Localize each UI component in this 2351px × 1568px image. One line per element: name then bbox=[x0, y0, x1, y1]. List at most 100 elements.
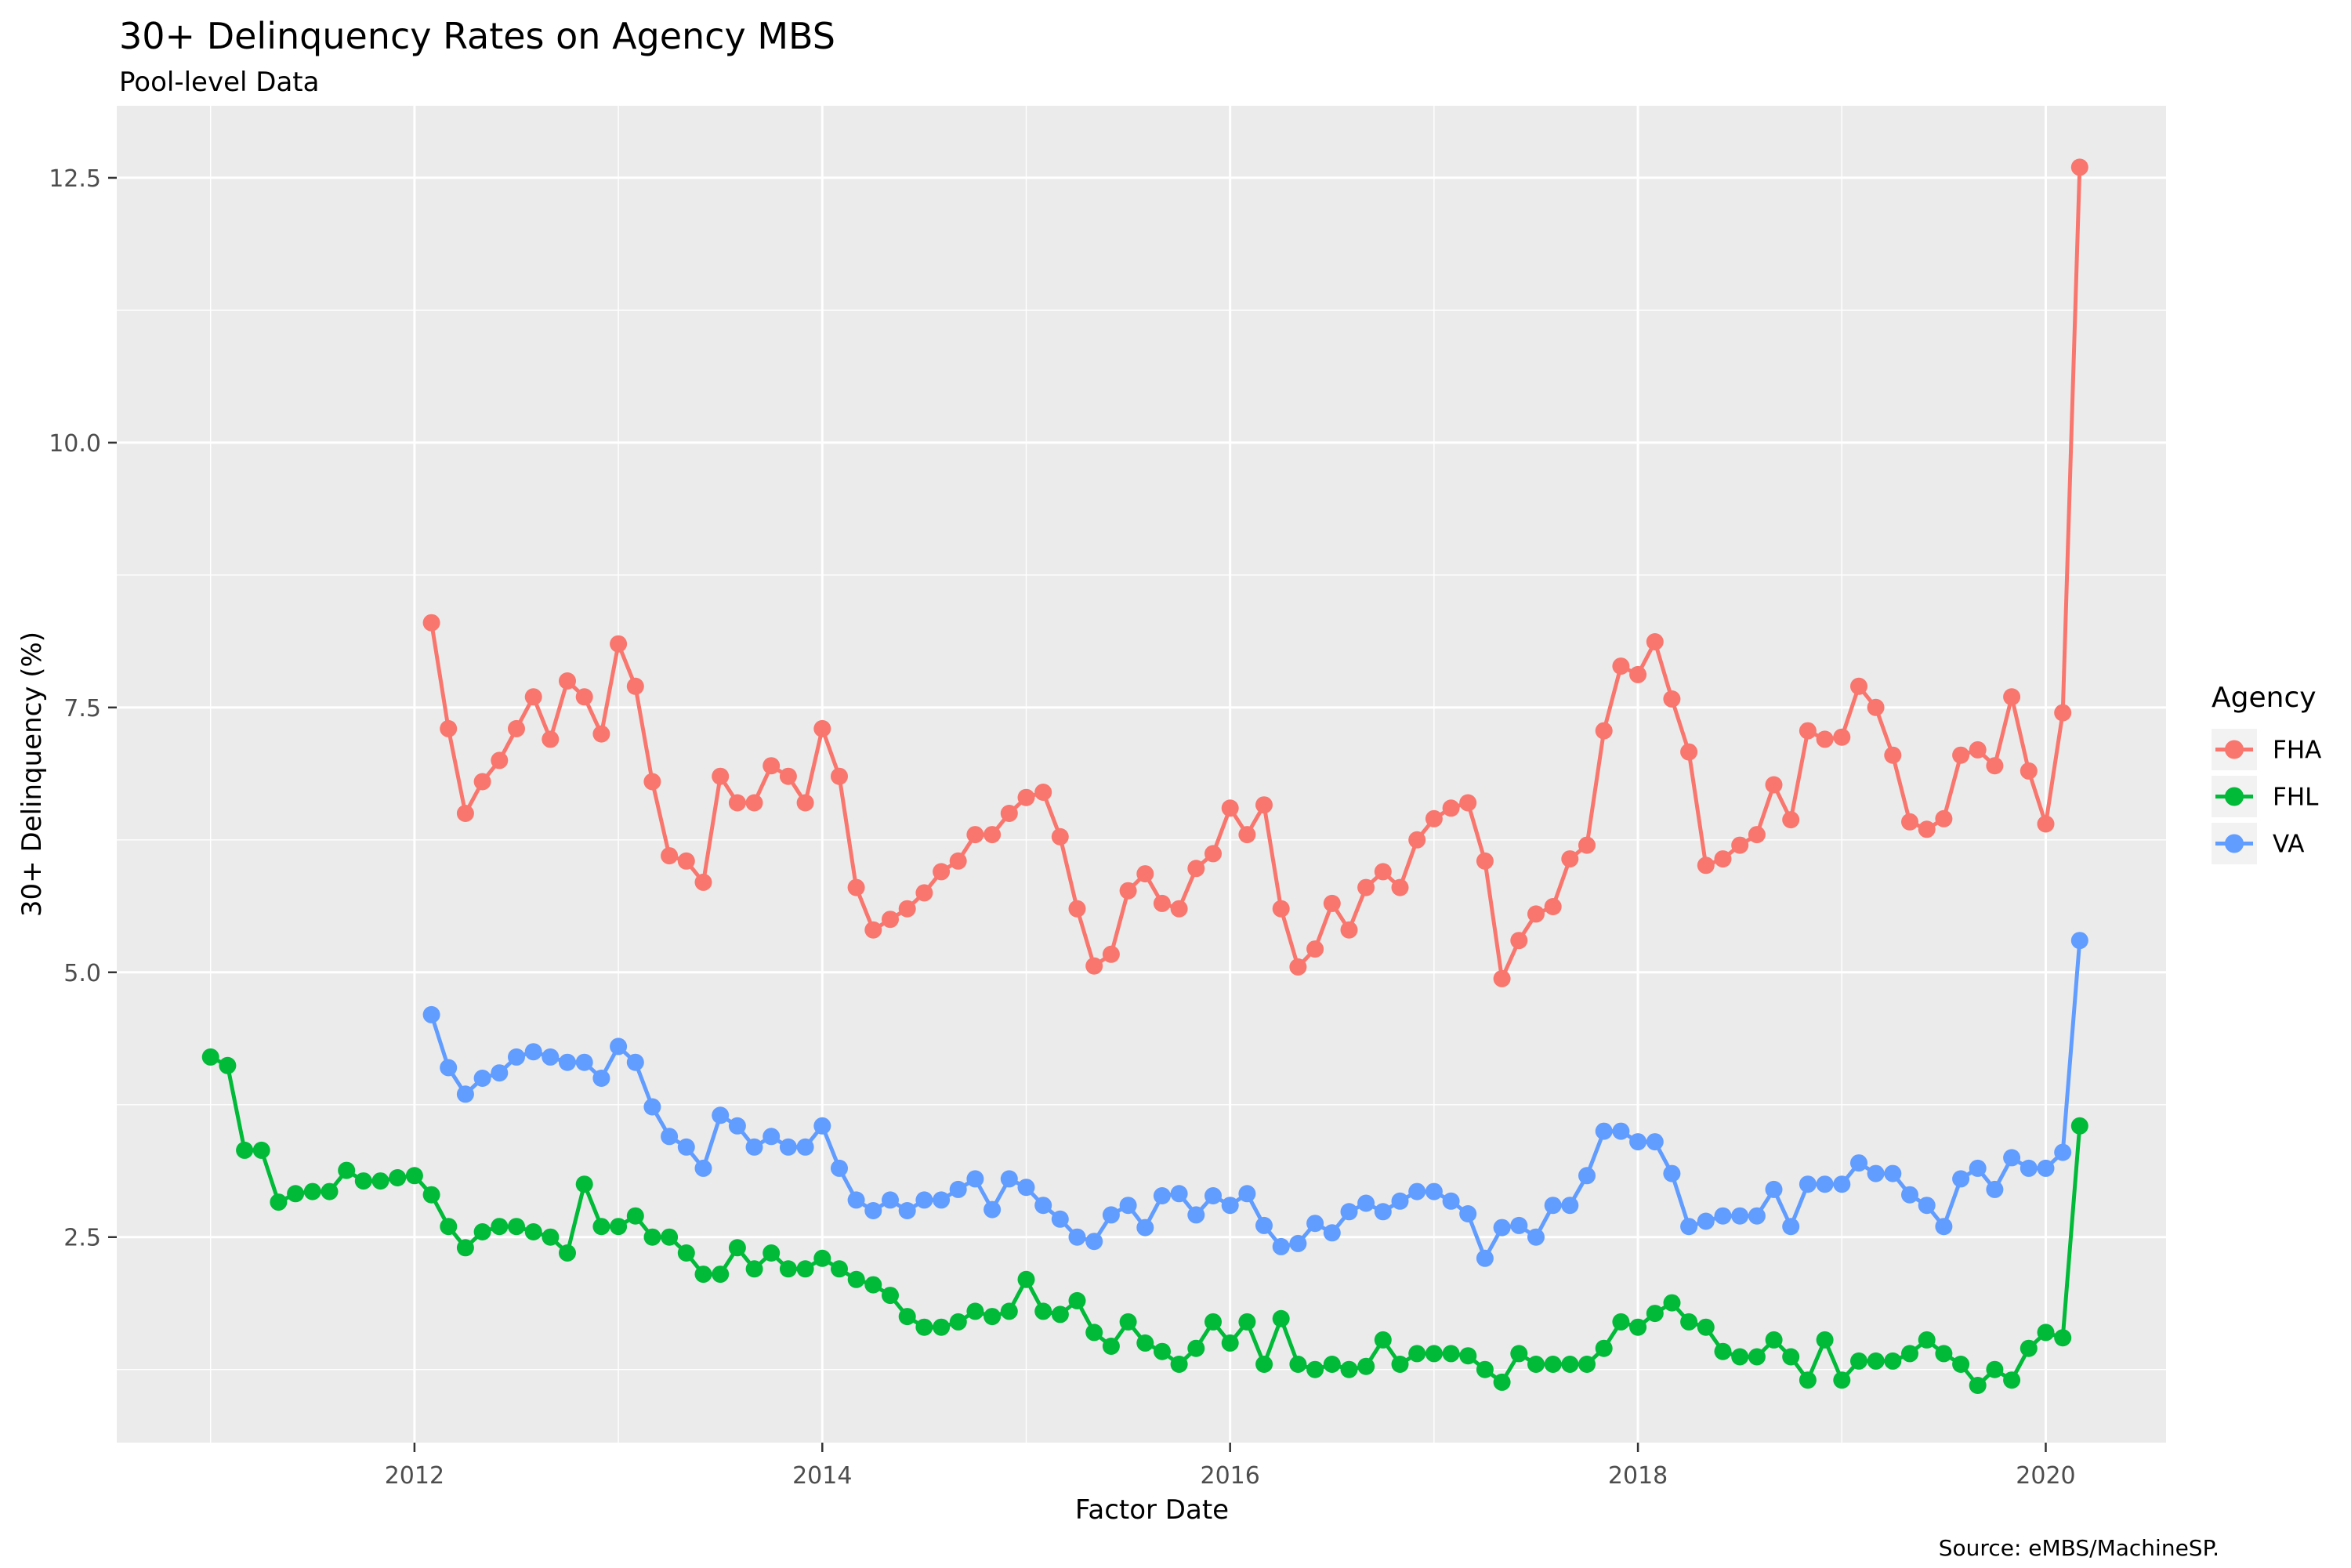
y-tick-label: 10.0 bbox=[49, 430, 101, 458]
data-point-FHL bbox=[847, 1270, 865, 1288]
data-point-FHL bbox=[371, 1172, 389, 1190]
data-point-VA bbox=[1884, 1164, 1902, 1182]
data-point-VA bbox=[1986, 1180, 2004, 1198]
data-point-FHL bbox=[626, 1207, 644, 1225]
data-point-FHA bbox=[898, 900, 916, 918]
data-point-FHL bbox=[1663, 1294, 1681, 1312]
data-point-FHL bbox=[1306, 1360, 1324, 1378]
data-point-FHL bbox=[1714, 1342, 1732, 1360]
data-point-VA bbox=[1357, 1194, 1375, 1212]
data-point-FHL bbox=[864, 1276, 882, 1294]
data-point-FHL bbox=[456, 1239, 474, 1257]
data-point-FHL bbox=[1833, 1371, 1851, 1389]
data-point-FHL bbox=[542, 1228, 560, 1246]
data-point-FHL bbox=[270, 1193, 288, 1211]
data-point-VA bbox=[1204, 1187, 1222, 1204]
data-point-FHL bbox=[1867, 1352, 1885, 1370]
data-point-FHA bbox=[1697, 856, 1715, 875]
data-point-FHA bbox=[1646, 633, 1664, 650]
data-point-FHA bbox=[1340, 921, 1358, 939]
data-point-VA bbox=[1340, 1203, 1358, 1221]
data-point-FHA bbox=[1663, 690, 1681, 708]
data-point-FHL bbox=[1612, 1313, 1630, 1331]
data-point-FHA bbox=[1986, 757, 2004, 775]
data-point-FHL bbox=[1425, 1345, 1443, 1363]
data-point-FHL bbox=[1578, 1356, 1596, 1373]
data-point-VA bbox=[2070, 932, 2088, 950]
data-point-VA bbox=[694, 1159, 712, 1177]
data-point-FHL bbox=[1765, 1331, 1783, 1349]
data-point-FHL bbox=[354, 1172, 372, 1190]
data-point-VA bbox=[949, 1180, 967, 1198]
data-point-FHL bbox=[1068, 1291, 1086, 1309]
data-point-FHL bbox=[898, 1308, 916, 1326]
data-point-VA bbox=[559, 1053, 576, 1071]
data-point-VA bbox=[1646, 1133, 1664, 1151]
data-point-FHL bbox=[1034, 1302, 1052, 1320]
data-point-FHA bbox=[1119, 882, 1137, 900]
data-point-VA bbox=[1034, 1197, 1052, 1215]
data-point-VA bbox=[933, 1191, 951, 1209]
series-points-FHA bbox=[422, 158, 2088, 987]
data-point-FHL bbox=[813, 1249, 831, 1267]
y-tick-label: 2.5 bbox=[63, 1225, 101, 1252]
data-point-FHL bbox=[473, 1223, 491, 1240]
data-point-FHA bbox=[1289, 958, 1307, 976]
y-tick-label: 7.5 bbox=[63, 695, 101, 722]
data-point-VA bbox=[1833, 1175, 1851, 1193]
data-point-VA bbox=[1935, 1218, 1953, 1236]
data-point-FHL bbox=[1884, 1352, 1902, 1370]
data-point-FHA bbox=[1901, 813, 1918, 831]
data-point-VA bbox=[2054, 1143, 2072, 1161]
data-point-FHL bbox=[1935, 1345, 1953, 1363]
data-point-FHL bbox=[796, 1260, 814, 1278]
data-point-VA bbox=[508, 1048, 525, 1066]
data-point-FHL bbox=[252, 1141, 270, 1159]
data-point-FHA bbox=[1850, 677, 1867, 695]
data-point-VA bbox=[1748, 1207, 1766, 1225]
data-point-FHA bbox=[1255, 796, 1273, 814]
data-point-VA bbox=[456, 1085, 474, 1103]
data-point-FHA bbox=[712, 767, 730, 785]
data-point-FHL bbox=[1952, 1356, 1970, 1373]
data-point-VA bbox=[1731, 1207, 1749, 1225]
data-point-FHA bbox=[1493, 969, 1511, 987]
chart-title: 30+ Delinquency Rates on Agency MBS bbox=[119, 15, 835, 57]
legend-title: Agency bbox=[2212, 682, 2317, 714]
data-point-FHA bbox=[984, 826, 1002, 844]
data-point-FHA bbox=[1187, 860, 1205, 878]
data-point-VA bbox=[542, 1048, 560, 1066]
minor-gridlines bbox=[117, 106, 2166, 1443]
data-point-FHA bbox=[508, 719, 525, 737]
data-point-VA bbox=[1153, 1187, 1171, 1204]
data-point-FHL bbox=[728, 1239, 746, 1257]
data-point-FHA bbox=[1595, 722, 1613, 740]
data-point-FHA bbox=[1680, 743, 1698, 761]
data-point-FHL bbox=[1459, 1347, 1477, 1365]
legend-item-FHA: FHA bbox=[2212, 729, 2321, 770]
data-point-VA bbox=[1170, 1185, 1188, 1203]
data-point-VA bbox=[1561, 1197, 1579, 1215]
data-point-VA bbox=[2020, 1159, 2038, 1177]
data-point-VA bbox=[1952, 1170, 1970, 1188]
data-point-FHL bbox=[1510, 1345, 1528, 1363]
data-point-FHA bbox=[1017, 788, 1035, 806]
data-point-FHL bbox=[2054, 1329, 2072, 1347]
legend-label-VA: VA bbox=[2273, 831, 2304, 859]
data-point-FHL bbox=[1170, 1356, 1188, 1373]
data-point-VA bbox=[1578, 1167, 1596, 1185]
data-point-FHL bbox=[1629, 1318, 1647, 1336]
data-point-FHL bbox=[831, 1260, 848, 1278]
data-point-FHA bbox=[1510, 932, 1528, 950]
data-point-VA bbox=[440, 1059, 458, 1077]
series-points-VA bbox=[422, 932, 2088, 1267]
legend-key-point bbox=[2225, 787, 2244, 806]
x-tick-label: 2016 bbox=[1201, 1462, 1260, 1490]
data-point-FHL bbox=[1221, 1334, 1239, 1352]
data-point-FHA bbox=[1323, 894, 1341, 912]
data-point-FHA bbox=[813, 719, 831, 737]
data-point-FHA bbox=[542, 730, 560, 748]
data-point-FHA bbox=[1816, 730, 1834, 748]
data-point-FHL bbox=[491, 1218, 509, 1236]
data-point-FHA bbox=[1102, 945, 1120, 963]
